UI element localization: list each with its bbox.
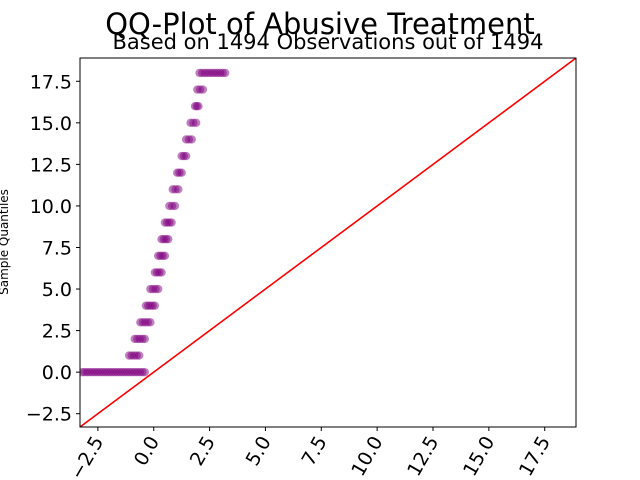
- y-tick-label: 12.5: [30, 154, 72, 176]
- data-point: [191, 118, 201, 128]
- x-tick-label: 5.0: [242, 433, 276, 470]
- data-point: [153, 284, 163, 294]
- x-tick-label: 7.5: [297, 433, 331, 470]
- y-tick-label: 2.5: [42, 321, 72, 343]
- data-point: [140, 334, 149, 344]
- data-point: [187, 135, 196, 144]
- data-point: [194, 102, 203, 111]
- x-axis: −2.5 0.0 2.5 5.0 7.5 10.0 12.5 15.0 17.5: [66, 427, 555, 480]
- x-tick-label: 0.0: [130, 433, 164, 470]
- data-point: [198, 85, 208, 94]
- data-point: [167, 218, 176, 227]
- data-point: [150, 301, 160, 310]
- data-point: [181, 151, 191, 161]
- data-point: [170, 201, 180, 211]
- x-tick-label: 15.0: [459, 433, 499, 480]
- data-point: [146, 318, 155, 327]
- data-point: [160, 251, 170, 260]
- chart-title: QQ-Plot of Abusive Treatment: [105, 7, 535, 41]
- reference-line: [80, 58, 576, 427]
- sample-points: [80, 68, 230, 377]
- data-point: [140, 367, 149, 377]
- y-tick-label: 17.5: [30, 71, 72, 93]
- data-point: [177, 168, 186, 177]
- y-tick-label: 7.5: [42, 237, 72, 259]
- x-tick-label: 17.5: [515, 433, 555, 480]
- x-tick-label: 2.5: [186, 433, 220, 470]
- plot-frame: [79, 57, 577, 428]
- y-axis: −2.5 0.0 2.5 5.0 7.5 10.0 12.5 15.0 17.5: [26, 71, 80, 426]
- reference-line-group: [80, 58, 576, 427]
- y-axis-label: Sample Quantiles: [0, 189, 11, 295]
- x-tick-label: −2.5: [66, 433, 108, 480]
- x-tick-label: 12.5: [403, 433, 443, 480]
- data-point: [164, 234, 173, 244]
- data-point: [174, 185, 183, 194]
- data-point: [135, 351, 144, 360]
- y-tick-label: 0.0: [42, 362, 72, 384]
- chart-subtitle: Based on 1494 Observations out of 1494: [112, 30, 543, 54]
- data-point: [157, 268, 166, 277]
- y-tick-label: 5.0: [42, 279, 72, 301]
- x-tick-label: 10.0: [347, 433, 387, 480]
- y-tick-label: 15.0: [30, 113, 72, 135]
- y-tick-label: 10.0: [30, 196, 72, 218]
- data-point: [221, 68, 230, 78]
- y-tick-label: −2.5: [26, 404, 72, 426]
